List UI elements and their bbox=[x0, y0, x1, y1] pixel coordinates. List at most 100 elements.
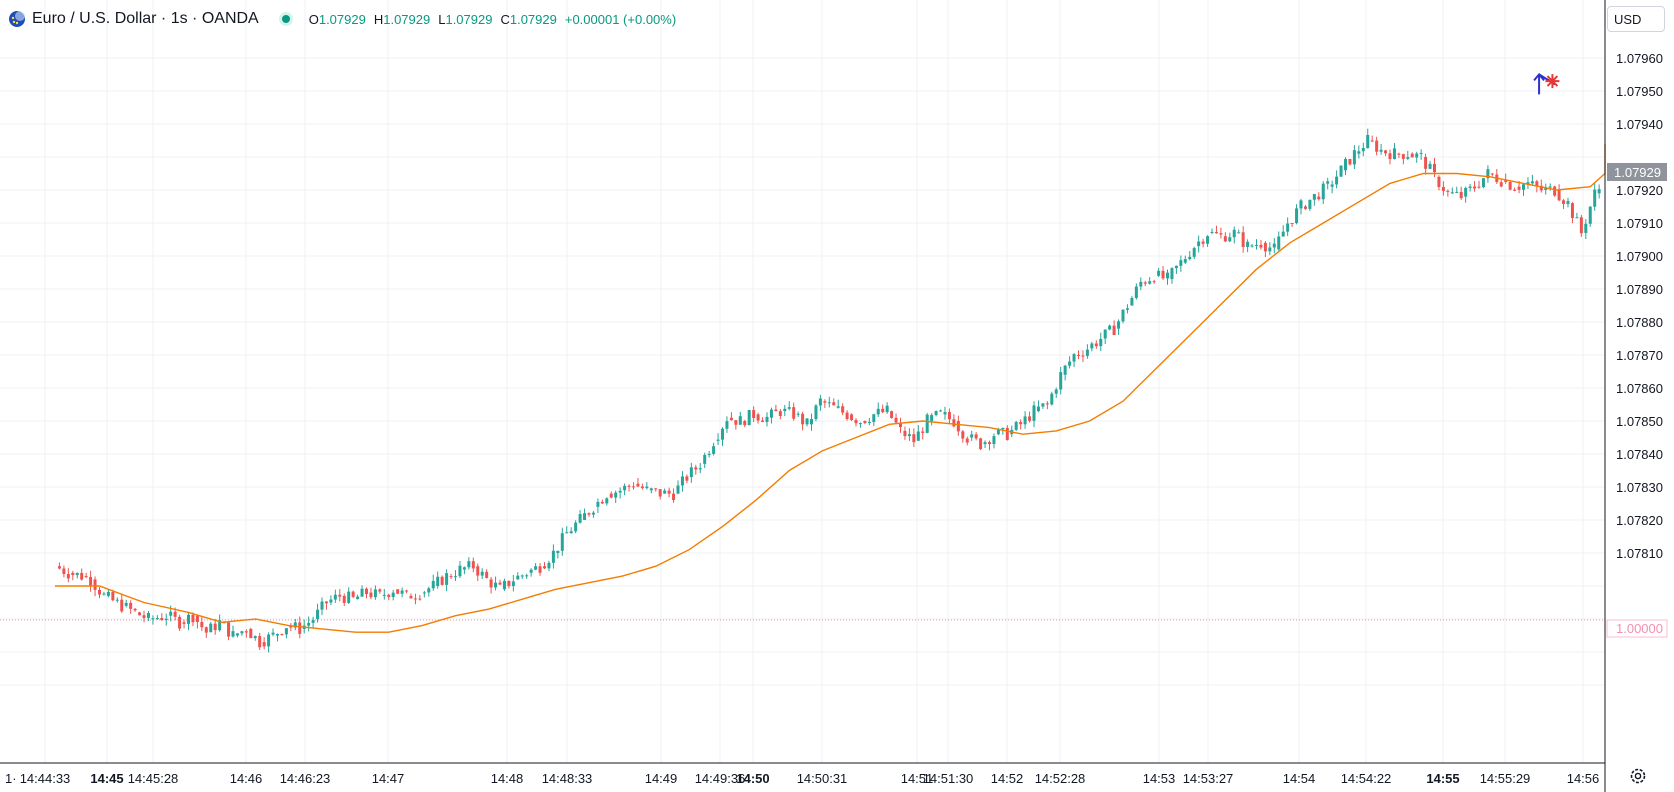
ohlc-values: O1.07929 H1.07929 L1.07929 C1.07929 +0.0… bbox=[308, 11, 677, 27]
candle-body bbox=[98, 589, 101, 595]
candle-body bbox=[551, 550, 555, 563]
candle-body bbox=[1023, 416, 1027, 425]
candle-body bbox=[632, 486, 635, 488]
symbol-title[interactable]: Euro / U.S. Dollar · 1s · OANDA bbox=[32, 10, 259, 27]
candle-body bbox=[62, 568, 66, 574]
candle-body bbox=[387, 594, 391, 597]
candle-body bbox=[894, 417, 898, 423]
candle-body bbox=[93, 579, 97, 590]
candle-body bbox=[783, 408, 787, 412]
candle-body bbox=[1464, 187, 1468, 197]
price-tick-label: 1.07820 bbox=[1616, 513, 1663, 528]
candle-body bbox=[1210, 231, 1214, 233]
candle-body bbox=[1161, 270, 1165, 279]
candle-body bbox=[200, 621, 204, 628]
candle-body bbox=[627, 485, 631, 487]
candle-body bbox=[365, 588, 368, 595]
candle-body bbox=[413, 598, 417, 600]
price-tick-label: 1.07870 bbox=[1616, 348, 1663, 363]
candle-body bbox=[578, 514, 582, 523]
market-status-icon[interactable] bbox=[278, 12, 293, 26]
candle-body bbox=[543, 566, 546, 569]
time-tick-label: 1· bbox=[5, 771, 17, 786]
candle-body bbox=[218, 620, 222, 631]
candle-body bbox=[1050, 393, 1054, 405]
candle-body bbox=[80, 572, 84, 580]
candle-body bbox=[1579, 217, 1583, 234]
candle-body bbox=[120, 599, 124, 612]
candle-body bbox=[529, 569, 533, 573]
candle-body bbox=[1384, 150, 1388, 154]
candle-body bbox=[1090, 343, 1094, 349]
candle-body bbox=[191, 614, 195, 623]
candle-body bbox=[436, 576, 440, 586]
candle-body bbox=[609, 493, 613, 498]
candle-body bbox=[427, 588, 431, 593]
time-tick-label: 14:54:22 bbox=[1341, 771, 1392, 786]
candle-body bbox=[925, 414, 929, 433]
chart-grid bbox=[0, 0, 1605, 763]
candle-body bbox=[1312, 194, 1316, 200]
candle-body bbox=[761, 420, 765, 422]
candle-body bbox=[1117, 321, 1121, 329]
candle-body bbox=[1597, 189, 1601, 194]
candle-body bbox=[1152, 281, 1156, 283]
candle-body bbox=[560, 533, 564, 551]
candle-body bbox=[623, 485, 627, 491]
candle-body bbox=[1321, 183, 1325, 200]
candle-body bbox=[1548, 186, 1552, 188]
candle-body bbox=[801, 413, 805, 425]
candle-body bbox=[422, 592, 426, 594]
candle-body bbox=[703, 455, 707, 464]
candle-body bbox=[1188, 256, 1192, 260]
candle-body bbox=[1255, 244, 1258, 246]
candle-body bbox=[1094, 343, 1098, 347]
time-tick-label: 14:54 bbox=[1283, 771, 1316, 786]
candle-body bbox=[1299, 200, 1303, 209]
candle-body bbox=[1139, 281, 1143, 287]
candle-body bbox=[1361, 148, 1365, 152]
candle-body bbox=[1032, 405, 1036, 421]
candle-body bbox=[1246, 241, 1250, 247]
candle-body bbox=[253, 636, 257, 639]
candle-body bbox=[1112, 325, 1116, 335]
candle-body bbox=[765, 416, 769, 422]
time-tick-label: 14:45:28 bbox=[128, 771, 179, 786]
candle-body bbox=[187, 614, 190, 624]
candle-body bbox=[1539, 185, 1543, 191]
baseline-price-label: 1.00000 bbox=[1616, 621, 1663, 636]
candle-body bbox=[409, 595, 413, 599]
candle-body bbox=[1281, 231, 1285, 237]
candle-body bbox=[841, 406, 845, 413]
candle-body bbox=[680, 476, 684, 486]
time-tick-label: 14:48:33 bbox=[542, 771, 593, 786]
candle-body bbox=[1401, 154, 1405, 159]
candle-body bbox=[1130, 297, 1134, 306]
candle-body bbox=[382, 594, 386, 596]
candle-body bbox=[258, 636, 262, 648]
candle-body bbox=[1352, 150, 1356, 165]
candle-body bbox=[320, 601, 324, 610]
currency-button[interactable]: USD bbox=[1607, 6, 1665, 32]
candle-body bbox=[694, 467, 698, 470]
time-tick-label: 14:51:30 bbox=[923, 771, 974, 786]
candle-body bbox=[1232, 229, 1236, 238]
candle-body bbox=[907, 434, 911, 437]
candle-body bbox=[213, 623, 217, 631]
candle-body bbox=[1223, 236, 1227, 242]
candle-body bbox=[280, 634, 284, 636]
candle-body bbox=[605, 498, 609, 504]
candle-body bbox=[356, 596, 360, 600]
star-marker-icon[interactable] bbox=[1545, 74, 1560, 89]
candle-body bbox=[276, 634, 279, 636]
candle-body bbox=[707, 453, 711, 456]
gear-icon[interactable] bbox=[1628, 766, 1648, 786]
candle-body bbox=[956, 421, 960, 432]
candle-body bbox=[57, 566, 61, 569]
candle-body bbox=[565, 532, 569, 534]
candle-body bbox=[863, 421, 867, 424]
candle-body bbox=[943, 412, 947, 415]
candle-body bbox=[511, 581, 515, 587]
candle-body bbox=[1268, 247, 1272, 252]
